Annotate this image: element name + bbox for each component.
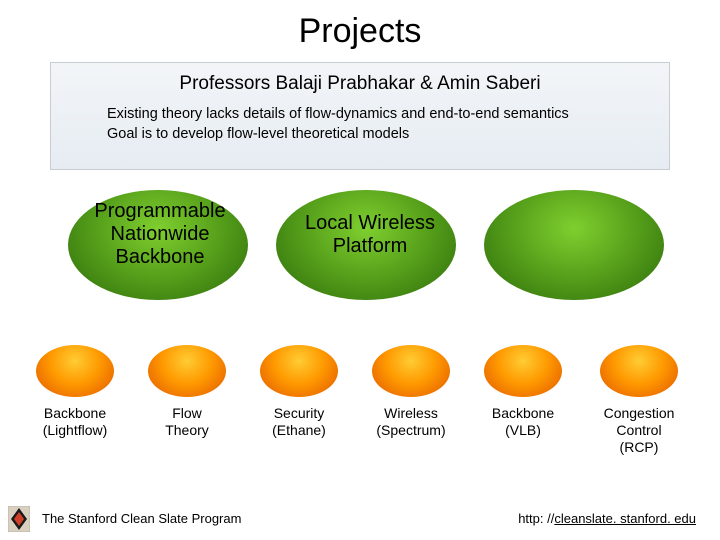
orange-item-3: Wireless(Spectrum) bbox=[356, 345, 466, 439]
orange-item-5: CongestionControl(RCP) bbox=[584, 345, 694, 455]
orange-label-5: CongestionControl(RCP) bbox=[584, 405, 694, 455]
footer-left: The Stanford Clean Slate Program bbox=[42, 511, 241, 526]
logo-icon bbox=[8, 506, 30, 532]
callout-box: Professors Balaji Prabhakar & Amin Saber… bbox=[50, 62, 670, 170]
green-ellipse-row: ProgrammableNationwideBackbone Local Wire… bbox=[0, 190, 720, 320]
orange-ellipse-4 bbox=[484, 345, 562, 397]
footer-url-prefix: http: // bbox=[518, 511, 554, 526]
green-ellipse-label-1: Local WirelessPlatform bbox=[280, 212, 460, 258]
orange-item-1: FlowTheory bbox=[132, 345, 242, 439]
green-ellipse-2 bbox=[484, 190, 664, 300]
callout-heading: Professors Balaji Prabhakar & Amin Saber… bbox=[67, 73, 653, 95]
orange-item-2: Security(Ethane) bbox=[244, 345, 354, 439]
orange-item-4: Backbone(VLB) bbox=[468, 345, 578, 439]
orange-ellipse-0 bbox=[36, 345, 114, 397]
callout-line-2: Goal is to develop flow-level theoretica… bbox=[67, 125, 653, 145]
orange-label-4: Backbone(VLB) bbox=[468, 405, 578, 439]
green-ellipse-label-0: ProgrammableNationwideBackbone bbox=[70, 200, 250, 269]
footer-url-link[interactable]: cleanslate. stanford. edu bbox=[554, 511, 696, 526]
orange-ellipse-3 bbox=[372, 345, 450, 397]
page-title: Projects bbox=[0, 0, 720, 51]
orange-ellipse-5 bbox=[600, 345, 678, 397]
orange-item-0: Backbone(Lightflow) bbox=[20, 345, 130, 439]
orange-label-1: FlowTheory bbox=[132, 405, 242, 439]
orange-label-0: Backbone(Lightflow) bbox=[20, 405, 130, 439]
callout-line-1: Existing theory lacks details of flow-dy… bbox=[67, 105, 653, 125]
orange-ellipse-1 bbox=[148, 345, 226, 397]
orange-label-3: Wireless(Spectrum) bbox=[356, 405, 466, 439]
orange-label-2: Security(Ethane) bbox=[244, 405, 354, 439]
footer-right: http: //cleanslate. stanford. edu bbox=[518, 511, 696, 526]
orange-ellipse-2 bbox=[260, 345, 338, 397]
